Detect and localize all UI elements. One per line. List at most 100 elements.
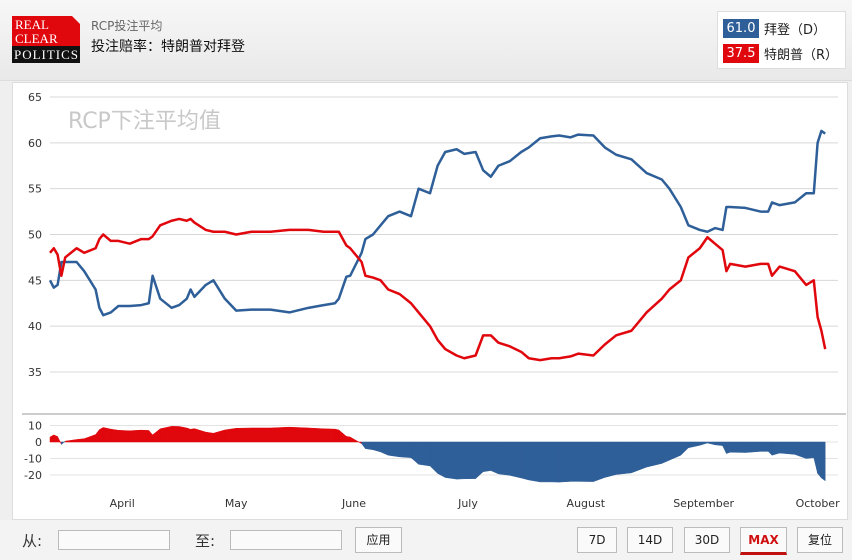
spread-area-segment bbox=[722, 441, 727, 454]
spread-area-segment bbox=[76, 438, 85, 443]
footer-controls: 从: 至: 应用 7D 14D 30D MAX 复位 bbox=[0, 520, 852, 560]
x-tick-label: July bbox=[457, 497, 478, 510]
legend-item-biden: 61.0 拜登（D） bbox=[723, 18, 826, 38]
legend: 61.0 拜登（D） 37.5 特朗普（R） bbox=[717, 11, 846, 69]
x-tick-label: October bbox=[796, 497, 840, 510]
spread-area-segment bbox=[463, 441, 476, 480]
spread-tick-label: -10 bbox=[24, 453, 42, 466]
spread-area-segment bbox=[178, 426, 188, 443]
legend-item-trump: 37.5 特朗普（R） bbox=[723, 43, 838, 63]
range-7d-button[interactable]: 7D bbox=[577, 527, 617, 553]
range-max-button[interactable]: MAX bbox=[740, 527, 787, 555]
spread-area-segment bbox=[190, 428, 195, 443]
spread-area-segment bbox=[661, 441, 670, 464]
spread-area-segment bbox=[577, 441, 594, 482]
spread-area-segment bbox=[570, 441, 579, 482]
spread-area-segment bbox=[57, 436, 62, 445]
y-tick-label: 40 bbox=[28, 320, 42, 333]
range-14d-button[interactable]: 14D bbox=[627, 527, 673, 553]
spread-area-segment bbox=[539, 441, 552, 483]
spread-area-segment bbox=[365, 441, 374, 451]
spread-area-segment bbox=[437, 441, 446, 478]
from-date-input[interactable] bbox=[58, 530, 170, 550]
spread-area-segment bbox=[498, 441, 511, 476]
spread-area-segment bbox=[760, 441, 769, 452]
y-tick-label: 55 bbox=[28, 183, 42, 196]
spread-area-segment bbox=[118, 430, 131, 443]
spread-area-segment bbox=[270, 426, 290, 443]
legend-value: 61.0 bbox=[723, 18, 759, 38]
x-tick-label: April bbox=[110, 497, 135, 510]
x-tick-label: May bbox=[225, 497, 248, 510]
spread-area-segment bbox=[821, 441, 826, 482]
spread-area-segment bbox=[551, 441, 560, 483]
x-tick-label: August bbox=[567, 497, 606, 510]
spread-area-segment bbox=[308, 427, 324, 443]
x-tick-label: June bbox=[341, 497, 366, 510]
spread-area-segment bbox=[171, 426, 180, 443]
spread-area-segment bbox=[699, 441, 708, 446]
x-tick-label: September bbox=[673, 497, 734, 510]
to-date-input[interactable] bbox=[230, 530, 342, 550]
spread-area-segment bbox=[771, 441, 780, 456]
spread-area-segment bbox=[64, 439, 77, 443]
subtitle: RCP投注平均 bbox=[91, 19, 163, 33]
spread-area-segment bbox=[129, 429, 142, 443]
spread-area-segment bbox=[49, 434, 55, 443]
spread-area-segment bbox=[387, 441, 400, 458]
spread-area-segment bbox=[615, 441, 632, 475]
reset-button[interactable]: 复位 bbox=[797, 527, 843, 553]
spread-area-segment bbox=[83, 434, 96, 443]
spread-area-segment bbox=[235, 427, 252, 443]
to-label: 至: bbox=[195, 532, 216, 550]
spread-area-segment bbox=[205, 431, 214, 443]
spread-area-segment bbox=[372, 441, 381, 453]
spread-area-segment bbox=[418, 441, 431, 467]
spread-area-segment bbox=[745, 441, 761, 453]
spread-area-segment bbox=[729, 441, 746, 453]
biden-series-line bbox=[48, 129, 826, 317]
spread-area-segment bbox=[102, 427, 112, 443]
from-label: 从: bbox=[22, 532, 43, 550]
legend-value: 37.5 bbox=[723, 43, 759, 63]
spread-area-segment bbox=[528, 441, 541, 483]
spread-area-segment bbox=[646, 441, 663, 468]
spread-area-segment bbox=[194, 428, 207, 443]
spread-area-segment bbox=[482, 441, 492, 472]
rcp-logo: REAL CLEAR POLITICS bbox=[12, 16, 80, 63]
spread-area-segment bbox=[714, 441, 723, 446]
y-tick-label: 35 bbox=[28, 366, 42, 379]
spread-area-segment bbox=[456, 441, 465, 480]
header: REAL CLEAR POLITICS RCP投注平均 投注赔率：特朗普对拜登 … bbox=[0, 0, 852, 81]
spread-area-segment bbox=[213, 429, 226, 443]
spread-area-segment bbox=[224, 428, 237, 443]
spread-tick-label: 0 bbox=[35, 436, 42, 449]
apply-button[interactable]: 应用 bbox=[355, 527, 402, 553]
y-tick-label: 65 bbox=[28, 91, 42, 104]
spread-area-segment bbox=[805, 441, 815, 459]
spread-tick-label: -20 bbox=[24, 469, 42, 482]
spread-area-segment bbox=[140, 429, 150, 443]
y-tick-label: 45 bbox=[28, 274, 42, 287]
spread-area-segment bbox=[380, 441, 389, 456]
spread-area-segment bbox=[726, 441, 731, 454]
spread-area-segment bbox=[707, 441, 716, 446]
spread-area-segment bbox=[593, 441, 606, 482]
spread-area-segment bbox=[99, 427, 104, 443]
legend-label: 特朗普（R） bbox=[764, 47, 839, 63]
spread-area-segment bbox=[794, 441, 807, 459]
spread-area-segment bbox=[767, 441, 773, 456]
spread-area-segment bbox=[604, 441, 617, 478]
spread-area-segment bbox=[688, 441, 701, 449]
spread-area-segment bbox=[186, 427, 191, 443]
spread-area-segment bbox=[631, 441, 647, 474]
spread-area-segment bbox=[323, 428, 336, 443]
range-30d-button[interactable]: 30D bbox=[684, 527, 730, 553]
spread-area-segment bbox=[680, 441, 689, 456]
spread-area-segment bbox=[509, 441, 522, 479]
spread-area-segment bbox=[813, 441, 818, 474]
spread-area-segment bbox=[346, 436, 351, 443]
spread-area-segment bbox=[410, 441, 419, 465]
spread-area-segment bbox=[338, 429, 347, 443]
svg-text:REAL: REAL bbox=[15, 17, 49, 32]
